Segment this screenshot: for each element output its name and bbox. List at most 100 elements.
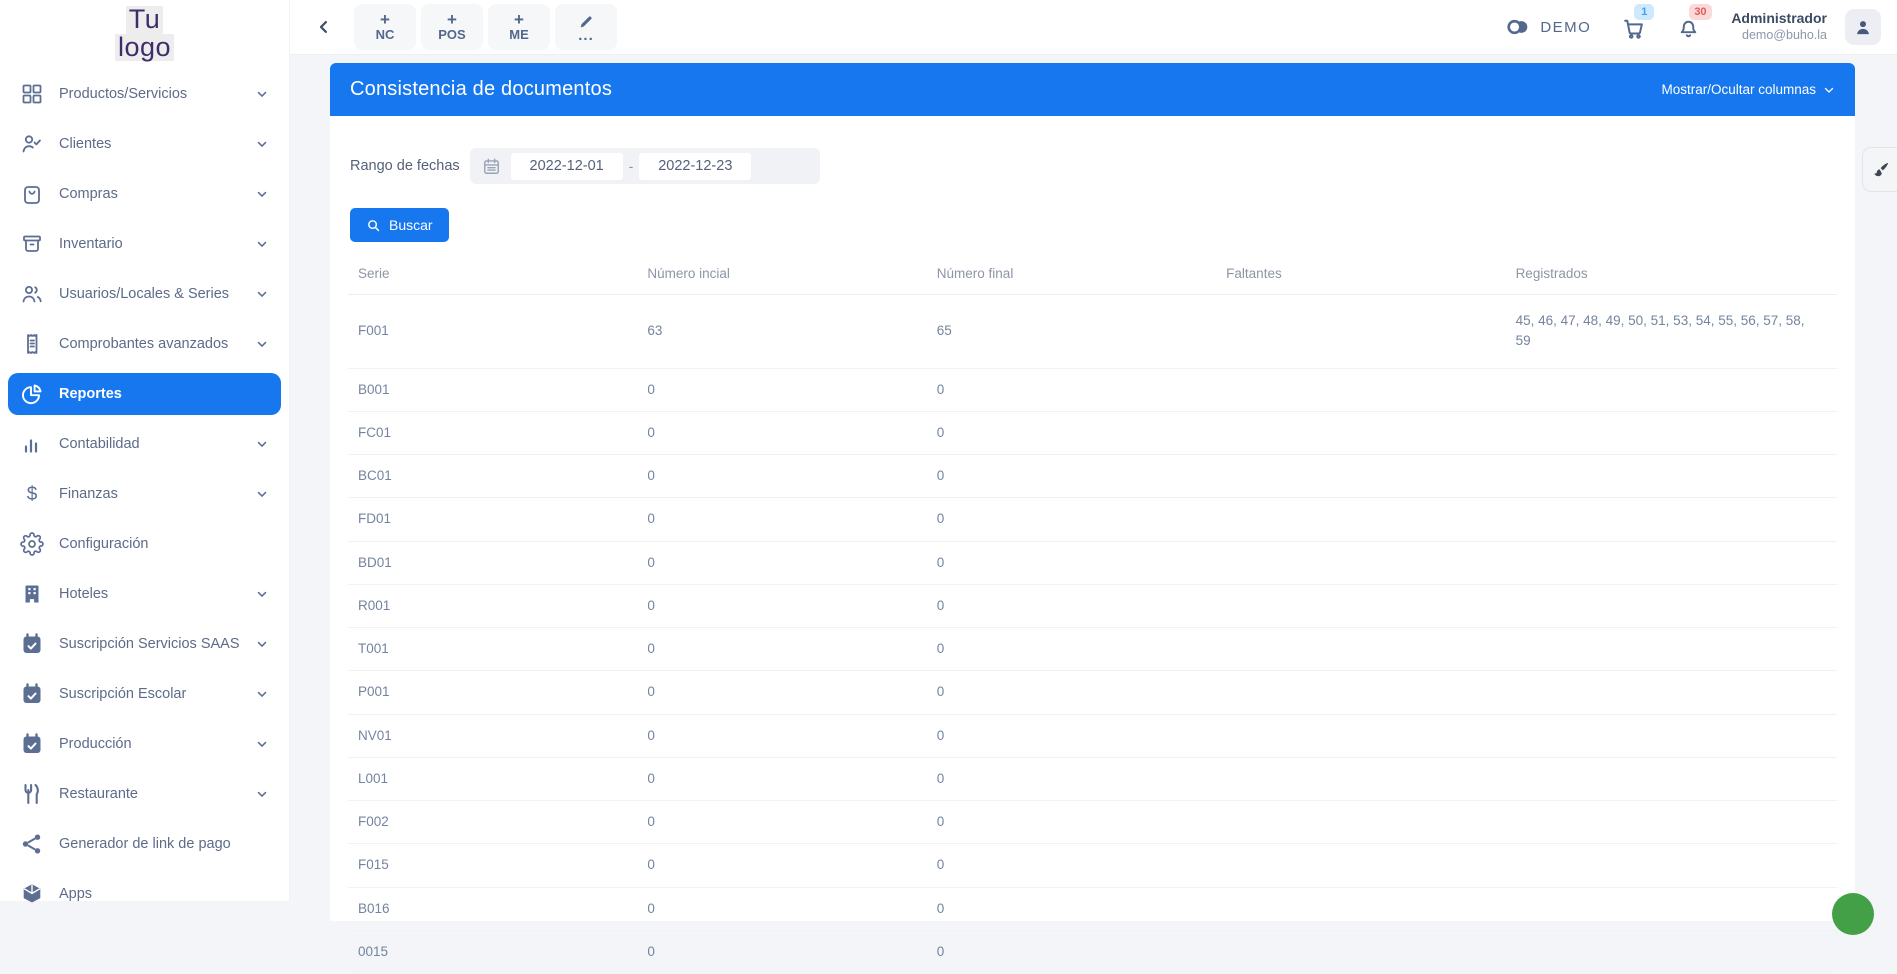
cell-registrados — [1516, 811, 1827, 833]
sidebar-item-label: Generador de link de pago — [59, 836, 231, 853]
cell-numero-final: 0 — [936, 381, 945, 397]
cell-numero-inicial: 0 — [647, 511, 655, 527]
pie-chart-icon — [20, 382, 44, 406]
table-row: R001 0 0 — [348, 585, 1837, 628]
bell-icon — [1676, 15, 1701, 40]
table-row: B001 0 0 — [348, 369, 1837, 412]
cell-registrados: 45, 46, 47, 48, 49, 50, 51, 53, 54, 55, … — [1515, 313, 1805, 349]
quick-create-label: NC — [375, 27, 395, 42]
cell-numero-final: 0 — [936, 554, 945, 570]
sidebar-item-label: Apps — [59, 886, 93, 903]
date-from-input[interactable] — [510, 152, 623, 180]
logo-line2: logo — [114, 33, 175, 62]
cart-button[interactable]: 1 — [1621, 3, 1655, 40]
sidebar-item[interactable]: Clientes — [8, 123, 281, 165]
receipt-icon — [20, 332, 44, 356]
sidebar-item-label: Contabilidad — [59, 436, 140, 453]
theme-customizer-button[interactable] — [1862, 147, 1897, 192]
date-to-input[interactable] — [639, 152, 752, 180]
sidebar-item[interactable]: Productos/Servicios — [8, 73, 281, 115]
sidebar-item[interactable]: Generador de link de pago — [8, 823, 281, 865]
cell-serie: R001 — [358, 597, 391, 613]
edit-more-button[interactable]: ... — [555, 4, 617, 50]
cell-serie: BC01 — [358, 468, 392, 483]
sidebar-item[interactable]: Producción — [8, 723, 281, 765]
user-name: Administrador — [1731, 10, 1827, 27]
sidebar-item-label: Reportes — [59, 386, 122, 403]
cell-registrados — [1516, 725, 1827, 747]
cell-numero-inicial: 0 — [647, 857, 655, 873]
cell-numero-inicial: 63 — [647, 323, 663, 339]
cell-numero-final: 0 — [936, 468, 945, 483]
sidebar-item[interactable]: $ Finanzas — [8, 473, 281, 515]
chevron-down-icon — [255, 237, 269, 251]
quick-buttons: + NC + POS + ME — [354, 4, 555, 50]
sidebar-item[interactable]: Usuarios/Locales & Series — [8, 273, 281, 315]
cart-badge: 1 — [1634, 3, 1655, 20]
cell-numero-inicial: 0 — [647, 468, 655, 483]
grid-icon — [20, 82, 44, 106]
dollar-icon: $ — [20, 482, 44, 506]
sidebar-item[interactable]: Hoteles — [8, 573, 281, 615]
ellipsis-icon: ... — [578, 26, 594, 44]
search-button-label: Buscar — [389, 217, 433, 233]
date-range-label: Rango de fechas — [350, 158, 460, 174]
calendar-check-icon — [20, 682, 44, 706]
cell-numero-inicial: 0 — [647, 727, 655, 743]
cell-serie: FC01 — [358, 424, 392, 440]
notifications-button[interactable]: 30 — [1676, 3, 1712, 40]
topbar: + NC + POS + ME ... DEMO 1 — [290, 0, 1897, 55]
search-button[interactable]: Buscar — [350, 208, 449, 242]
calendar-icon[interactable] — [482, 157, 501, 176]
sidebar-item-label: Compras — [59, 186, 118, 203]
quick-create-button[interactable]: + NC — [354, 4, 416, 50]
table-row: BD01 0 0 — [348, 542, 1837, 585]
quick-create-button[interactable]: + POS — [421, 4, 483, 50]
chevron-down-icon — [255, 737, 269, 751]
sidebar-item[interactable]: Suscripción Escolar — [8, 673, 281, 715]
user-menu[interactable]: Administrador demo@buho.la — [1731, 10, 1827, 43]
sidebar-item[interactable]: Configuración — [8, 523, 281, 565]
quick-create-button[interactable]: + ME — [488, 4, 550, 50]
avatar[interactable] — [1845, 9, 1881, 45]
cell-numero-final: 65 — [936, 323, 952, 339]
sidebar-item-label: Productos/Servicios — [59, 86, 188, 103]
cell-numero-final: 0 — [936, 943, 945, 959]
show-hide-columns-button[interactable]: Mostrar/Ocultar columnas — [1661, 82, 1835, 97]
sidebar-item[interactable]: Compras — [8, 173, 281, 215]
toggle-icon — [1505, 14, 1531, 40]
cell-faltantes — [1226, 811, 1515, 833]
chevron-down-icon — [255, 137, 269, 151]
cell-faltantes — [1226, 422, 1515, 444]
cell-numero-final: 0 — [936, 511, 945, 527]
calendar-check-icon — [20, 732, 44, 756]
table-row: L001 0 0 — [348, 758, 1837, 801]
cell-faltantes — [1226, 552, 1515, 574]
demo-toggle[interactable]: DEMO — [1505, 14, 1591, 40]
chevron-left-icon — [315, 18, 333, 36]
cell-numero-final: 0 — [936, 900, 945, 916]
users-icon — [20, 282, 44, 306]
sidebar-item[interactable]: Comprobantes avanzados — [8, 323, 281, 365]
table-row: NV01 0 0 — [348, 715, 1837, 758]
sidebar-item[interactable]: Reportes — [8, 373, 281, 416]
help-fab[interactable] — [1832, 893, 1874, 935]
cell-serie: F001 — [358, 323, 389, 339]
cell-registrados — [1516, 465, 1827, 487]
cell-numero-inicial: 0 — [647, 597, 655, 613]
sidebar-item[interactable]: Contabilidad — [8, 423, 281, 465]
back-button[interactable] — [310, 13, 338, 41]
sidebar-item-label: Producción — [59, 736, 132, 753]
bar-chart-icon — [20, 432, 44, 456]
chevron-down-icon — [255, 787, 269, 801]
sidebar-item[interactable]: Restaurante — [8, 773, 281, 815]
sidebar-item[interactable]: Inventario — [8, 223, 281, 265]
cube-icon — [20, 882, 44, 906]
table-row: F001 63 65 45, 46, 47, 48, 49, 50, 51, 5… — [348, 295, 1837, 369]
sidebar-item[interactable]: Apps — [8, 873, 281, 915]
column-header: Faltantes — [1226, 266, 1282, 281]
report-card: Consistencia de documentos Mostrar/Ocult… — [330, 63, 1855, 974]
cell-registrados — [1516, 379, 1827, 401]
cell-numero-final: 0 — [936, 597, 945, 613]
sidebar-item[interactable]: Suscripción Servicios SAAS — [8, 623, 281, 665]
